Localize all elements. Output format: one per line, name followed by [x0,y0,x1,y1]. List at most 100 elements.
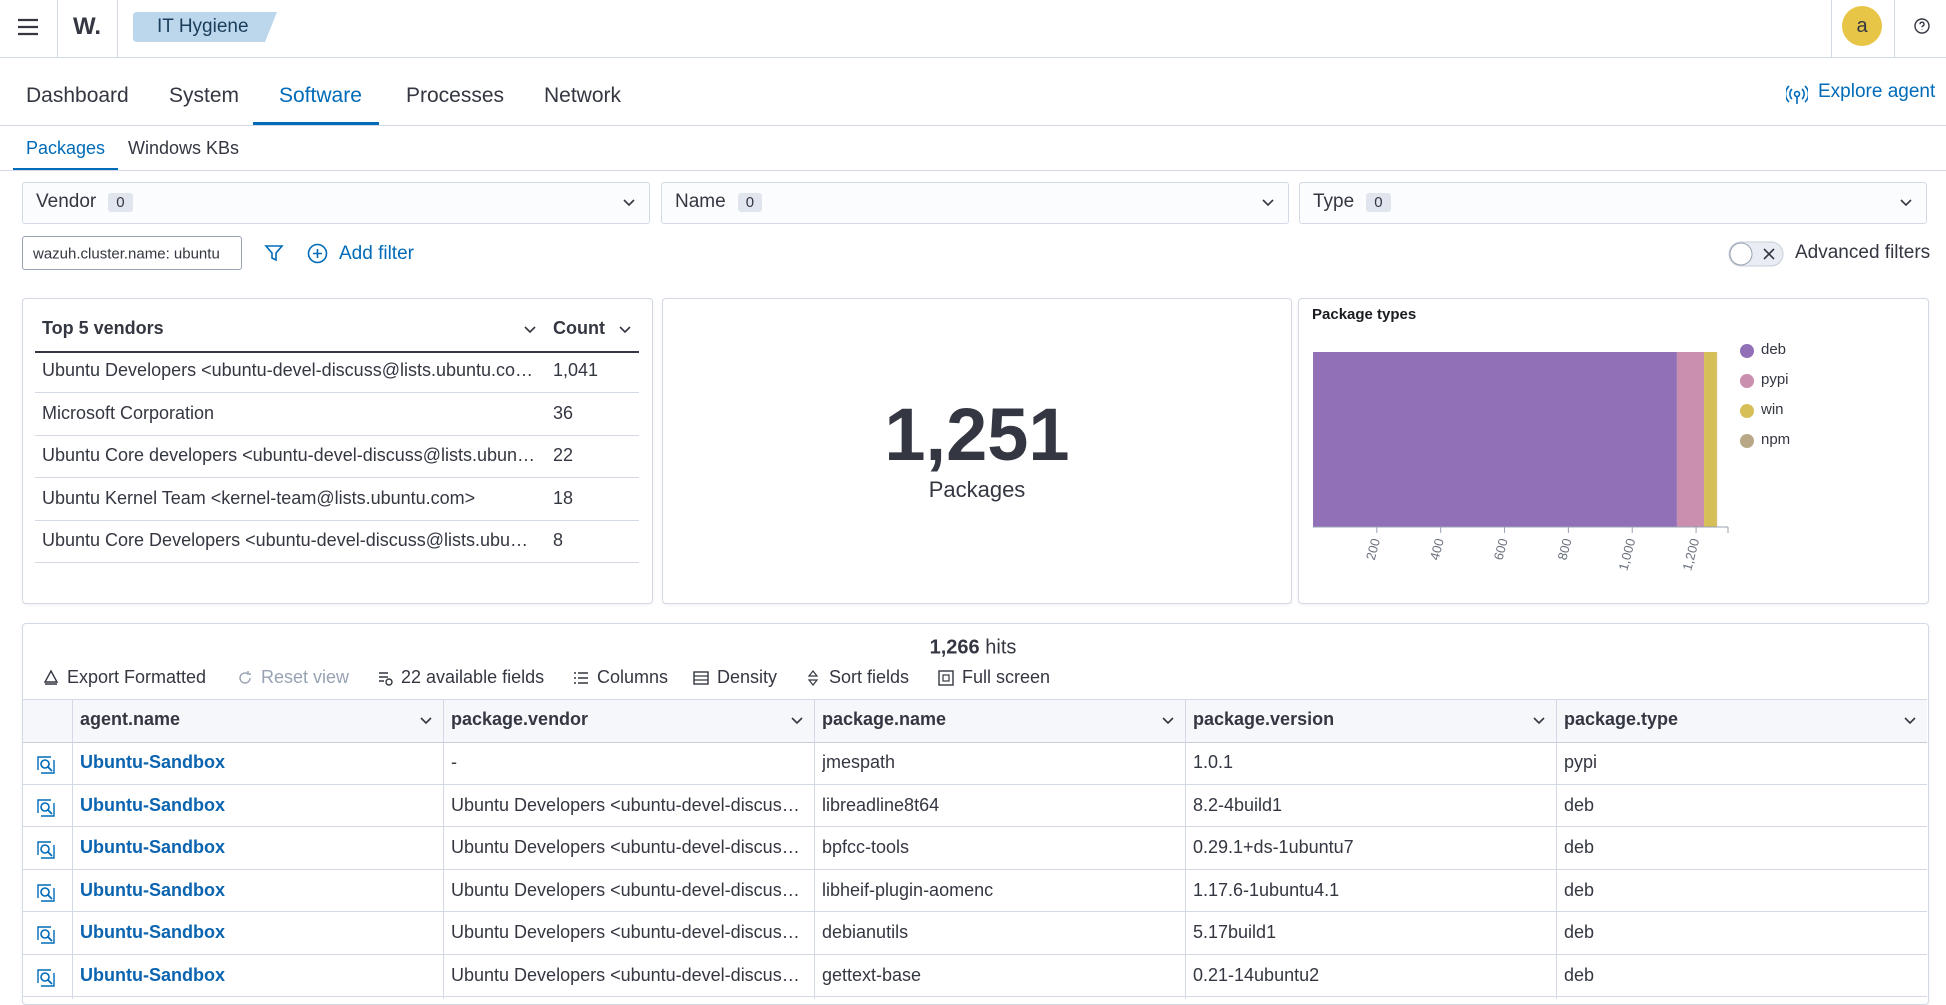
toolbar-icon [692,669,710,687]
row-divider [22,954,1927,955]
toolbar-button[interactable]: Columns [597,667,668,688]
advanced-filters: Advanced filters [1795,242,1930,264]
tab[interactable]: Dashboard [26,84,129,108]
divider [117,0,118,57]
agent-link[interactable]: Ubuntu-Sandbox [80,837,435,858]
advanced-toggle[interactable] [1728,241,1784,267]
column-header[interactable]: package.vendor [451,709,588,730]
toolbar-icon [572,669,590,687]
cell: pypi [1564,752,1919,773]
chevron [1532,714,1546,726]
column-header[interactable]: package.name [822,709,946,730]
vendors-header: Top 5 vendors [42,318,164,339]
filter-count: 0 [738,193,762,212]
toolbar-button[interactable]: Export Formatted [67,667,206,688]
filter-count: 0 [108,193,132,212]
subtab[interactable]: Packages [26,138,105,159]
cell: deb [1564,922,1919,943]
cell: deb [1564,795,1919,816]
vendor-count: 36 [553,403,573,424]
row-divider [22,826,1927,827]
toolbar-icon [42,669,60,687]
legend-label: pypi [1761,371,1789,388]
add-filter-icon [307,243,328,264]
column-header[interactable]: package.type [1564,709,1678,730]
filter-icon[interactable] [264,243,284,263]
query-box[interactable]: wazuh.cluster.name: ubuntu [22,236,242,270]
row-rule [35,520,639,521]
chevron [523,323,537,335]
x-tick-label: 1,000 [1616,537,1639,572]
tab[interactable]: Network [544,84,621,108]
cell: jmespath [822,752,1177,773]
filter-label: Type 0 [1313,191,1391,213]
explore-icon [1786,85,1808,105]
filter-label: Name 0 [675,191,762,213]
agent-link[interactable]: Ubuntu-Sandbox [80,922,435,943]
row-rule [35,392,639,393]
legend-swatch [1740,344,1754,358]
legend-label: deb [1761,341,1786,358]
avatar[interactable]: a [1842,6,1882,46]
filter-name: Type [1313,191,1354,212]
cell: Ubuntu Developers <ubuntu-devel-discuss@… [451,795,806,816]
inspect-button[interactable] [35,839,55,859]
cell: Ubuntu Developers <ubuntu-devel-discuss@… [451,922,806,943]
toolbar-button[interactable]: Full screen [962,667,1050,688]
inspect-button[interactable] [35,754,55,774]
subtab-underline [13,168,118,170]
agent-link[interactable]: Ubuntu-Sandbox [80,795,435,816]
toolbar-button[interactable]: Density [717,667,777,688]
inspect-button[interactable] [35,967,55,987]
inspect-button[interactable] [35,924,55,944]
divider [1831,0,1832,57]
cell: 1.17.6-1ubuntu4.1 [1193,880,1548,901]
toolbar-icon [236,669,254,687]
vendor-count: 22 [553,445,573,466]
vendor-name: Ubuntu Core Developers <ubuntu-devel-dis… [42,530,536,551]
menu-button[interactable] [16,17,40,37]
tab[interactable]: Software [279,84,362,108]
logo[interactable]: W. [73,13,101,41]
hits: 1,266 hits [0,637,1946,660]
chevron [790,714,804,726]
tab[interactable]: Processes [406,84,504,108]
filter-select[interactable] [1299,182,1927,224]
inspect-button[interactable] [35,797,55,817]
app-name: IT Hygiene [157,16,249,38]
cell: Ubuntu Developers <ubuntu-devel-discuss@… [451,965,806,986]
column-header[interactable]: package.version [1193,709,1334,730]
agent-link[interactable]: Ubuntu-Sandbox [80,752,435,773]
row-rule [35,562,639,563]
cell: 5.17build1 [1193,922,1548,943]
agent-link[interactable]: Ubuntu-Sandbox [80,880,435,901]
toolbar-icon [804,669,822,687]
chevron [419,714,433,726]
subtab[interactable]: Windows KBs [128,138,239,159]
header-border [0,57,1946,58]
chevron [618,323,632,335]
inspect-button[interactable] [35,882,55,902]
row-rule [35,435,639,436]
filter-count: 0 [1366,193,1390,212]
query-text: wazuh.cluster.name: ubuntu [33,246,220,263]
bar-segment [1677,352,1704,527]
toolbar-button[interactable]: 22 available fields [401,667,544,688]
row-rule [35,477,639,478]
subtabs-border [0,170,1946,171]
help-icon[interactable] [1914,18,1930,34]
tabs-border [0,125,1946,126]
tab[interactable]: System [169,84,239,108]
tab-underline [253,122,379,125]
filter-name: Name [675,191,726,212]
filter-name: Vendor [36,191,96,212]
agent-link[interactable]: Ubuntu-Sandbox [80,965,435,986]
cell: bpfcc-tools [822,837,1177,858]
toolbar-button[interactable]: Sort fields [829,667,909,688]
column-header[interactable]: agent.name [80,709,180,730]
legend-swatch [1740,374,1754,388]
add-filter[interactable]: Add filter [339,243,414,265]
explore-agent[interactable]: Explore agent [1818,81,1935,103]
logo-text: W. [73,13,101,40]
toolbar-button: Reset view [261,667,349,688]
